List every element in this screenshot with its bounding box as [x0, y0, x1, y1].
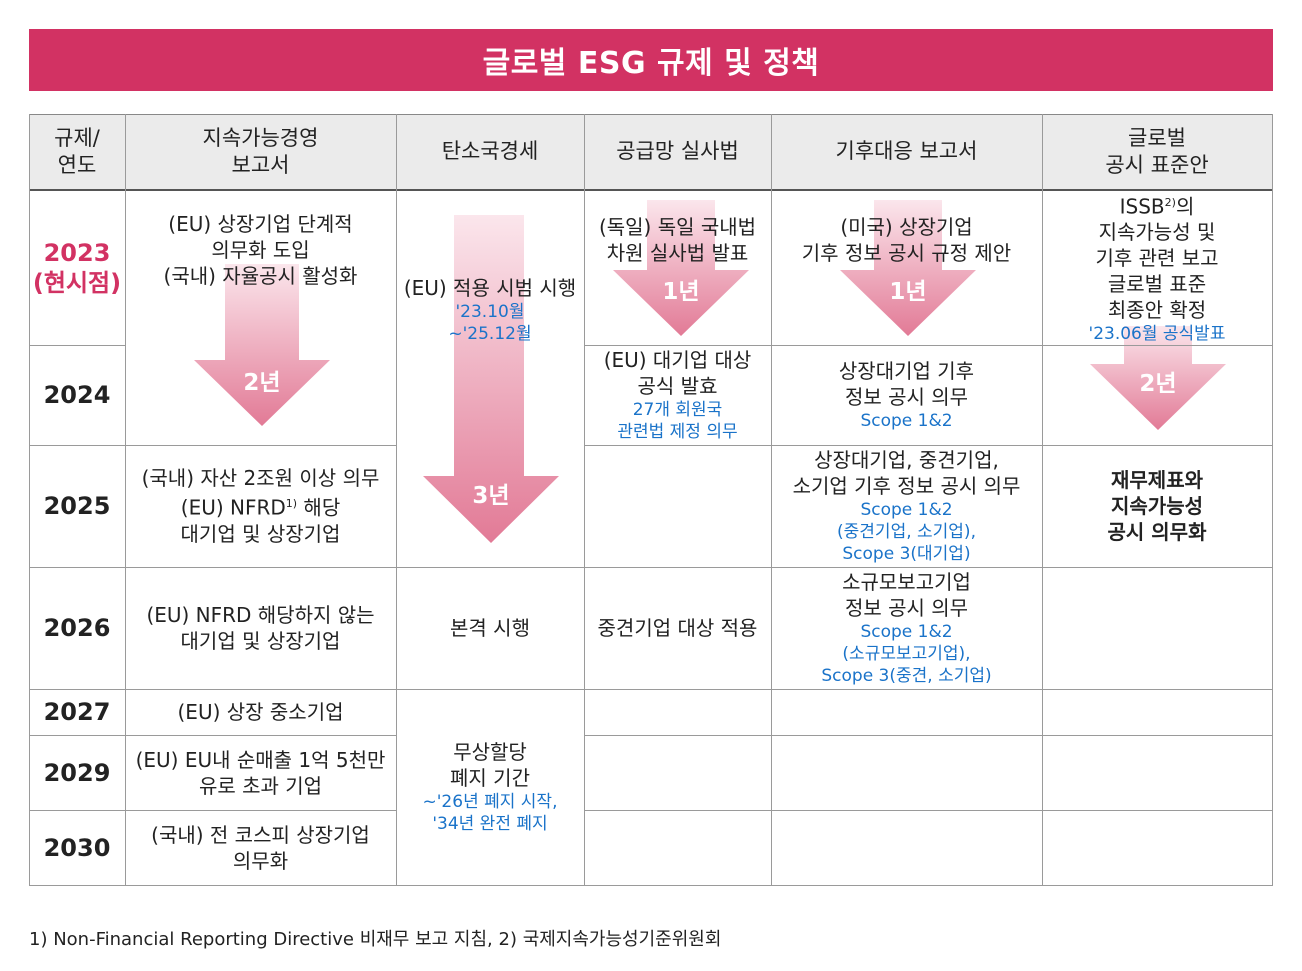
- header-carbon-border-tax: 탄소국경세: [441, 139, 539, 163]
- year-2025: 2025: [43, 492, 111, 520]
- header-climate-report: 기후대응 보고서: [835, 139, 978, 163]
- col2-2026-text: 본격 시행: [450, 616, 530, 640]
- col2-2027-2030-text: 무상할당 폐지 기간 ~'26년 폐지 시작, '34년 완전 폐지: [422, 740, 558, 834]
- col2-arrow-label: 3년: [472, 483, 510, 509]
- table-header-background: [29, 114, 1273, 189]
- col4-2023-text: (미국) 상장기업 기후 정보 공시 규정 제안: [801, 215, 1012, 265]
- year-2030: 2030: [43, 833, 111, 862]
- year-2027: 2027: [43, 698, 111, 726]
- col3-2024-text: (EU) 대기업 대상 공식 발효 27개 회원국 관련법 제정 의무: [603, 348, 752, 442]
- col1-2027-text: (EU) 상장 중소기업: [177, 700, 344, 724]
- esg-regulation-table: 2년 3년 1년 1년 2년 규제/연도: [29, 114, 1273, 886]
- col3-2026-text: 중견기업 대상 적용: [597, 616, 758, 640]
- col1-2030-text: (국내) 전 코스피 상장기업 의무화: [151, 822, 370, 873]
- col5-2025-text: 재무제표와 지속가능성 공시 의무화: [1107, 468, 1207, 544]
- col3-arrow: [613, 200, 749, 336]
- year-2029: 2029: [43, 758, 111, 787]
- col4-2026-text: 소규모보고기업 정보 공시 의무 Scope 1&2 (소규모보고기업), Sco…: [821, 570, 992, 686]
- year-2026: 2026: [43, 614, 111, 642]
- col4-2025-text: 상장대기업, 중견기업, 소기업 기후 정보 공시 의무 Scope 1&2 (중…: [792, 448, 1021, 564]
- col1-2029-text: (EU) EU내 순매출 1억 5천만 유로 초과 기업: [135, 747, 386, 798]
- col3-arrow-label: 1년: [662, 279, 700, 305]
- col5-2023-text: ISSB2)의 지속가능성 및 기후 관련 보고 글로벌 표준 최종안 확정 '…: [1088, 194, 1226, 345]
- col5-arrow: [1090, 326, 1226, 430]
- page-title: 글로벌 ESG 규제 및 정책: [29, 29, 1273, 91]
- col1-2026-text: (EU) NFRD 해당하지 않는 대기업 및 상장기업: [146, 603, 375, 653]
- col1-2025-text: (국내) 자산 2조원 이상 의무 (EU) NFRD1) 해당 대기업 및 상…: [141, 466, 380, 546]
- year-2023: 2023 (현시점): [32, 238, 122, 297]
- col4-arrow-label: 1년: [889, 279, 927, 305]
- header-year-column: 규제/연도: [54, 125, 100, 177]
- header-sustainability-report: 지속가능경영 보고서: [202, 125, 319, 177]
- col5-arrow-label: 2년: [1139, 371, 1177, 397]
- col4-arrow: [840, 200, 976, 336]
- col1-2023-text: (EU) 상장기업 단계적 의무화 도입 (국내) 자율공시 활성화: [163, 212, 358, 288]
- col4-2024-text: 상장대기업 기후 정보 공시 의무 Scope 1&2: [838, 359, 975, 431]
- col3-2023-text: (독일) 독일 국내법 차원 실사법 발표: [598, 215, 757, 265]
- footnote: 1) Non-Financial Reporting Directive 비재무…: [29, 929, 722, 950]
- col2-2023-text: (EU) 적용 시범 시행 '23.10월 ~'25.12월: [403, 276, 577, 344]
- header-global-disclosure-standard: 글로벌 공시 표준안: [1105, 125, 1209, 177]
- col1-arrow-label: 2년: [243, 370, 281, 396]
- col1-arrow: [194, 264, 330, 426]
- header-supply-chain-law: 공급망 실사법: [616, 139, 739, 163]
- year-2024: 2024: [43, 381, 111, 409]
- col2-arrow: [423, 215, 559, 543]
